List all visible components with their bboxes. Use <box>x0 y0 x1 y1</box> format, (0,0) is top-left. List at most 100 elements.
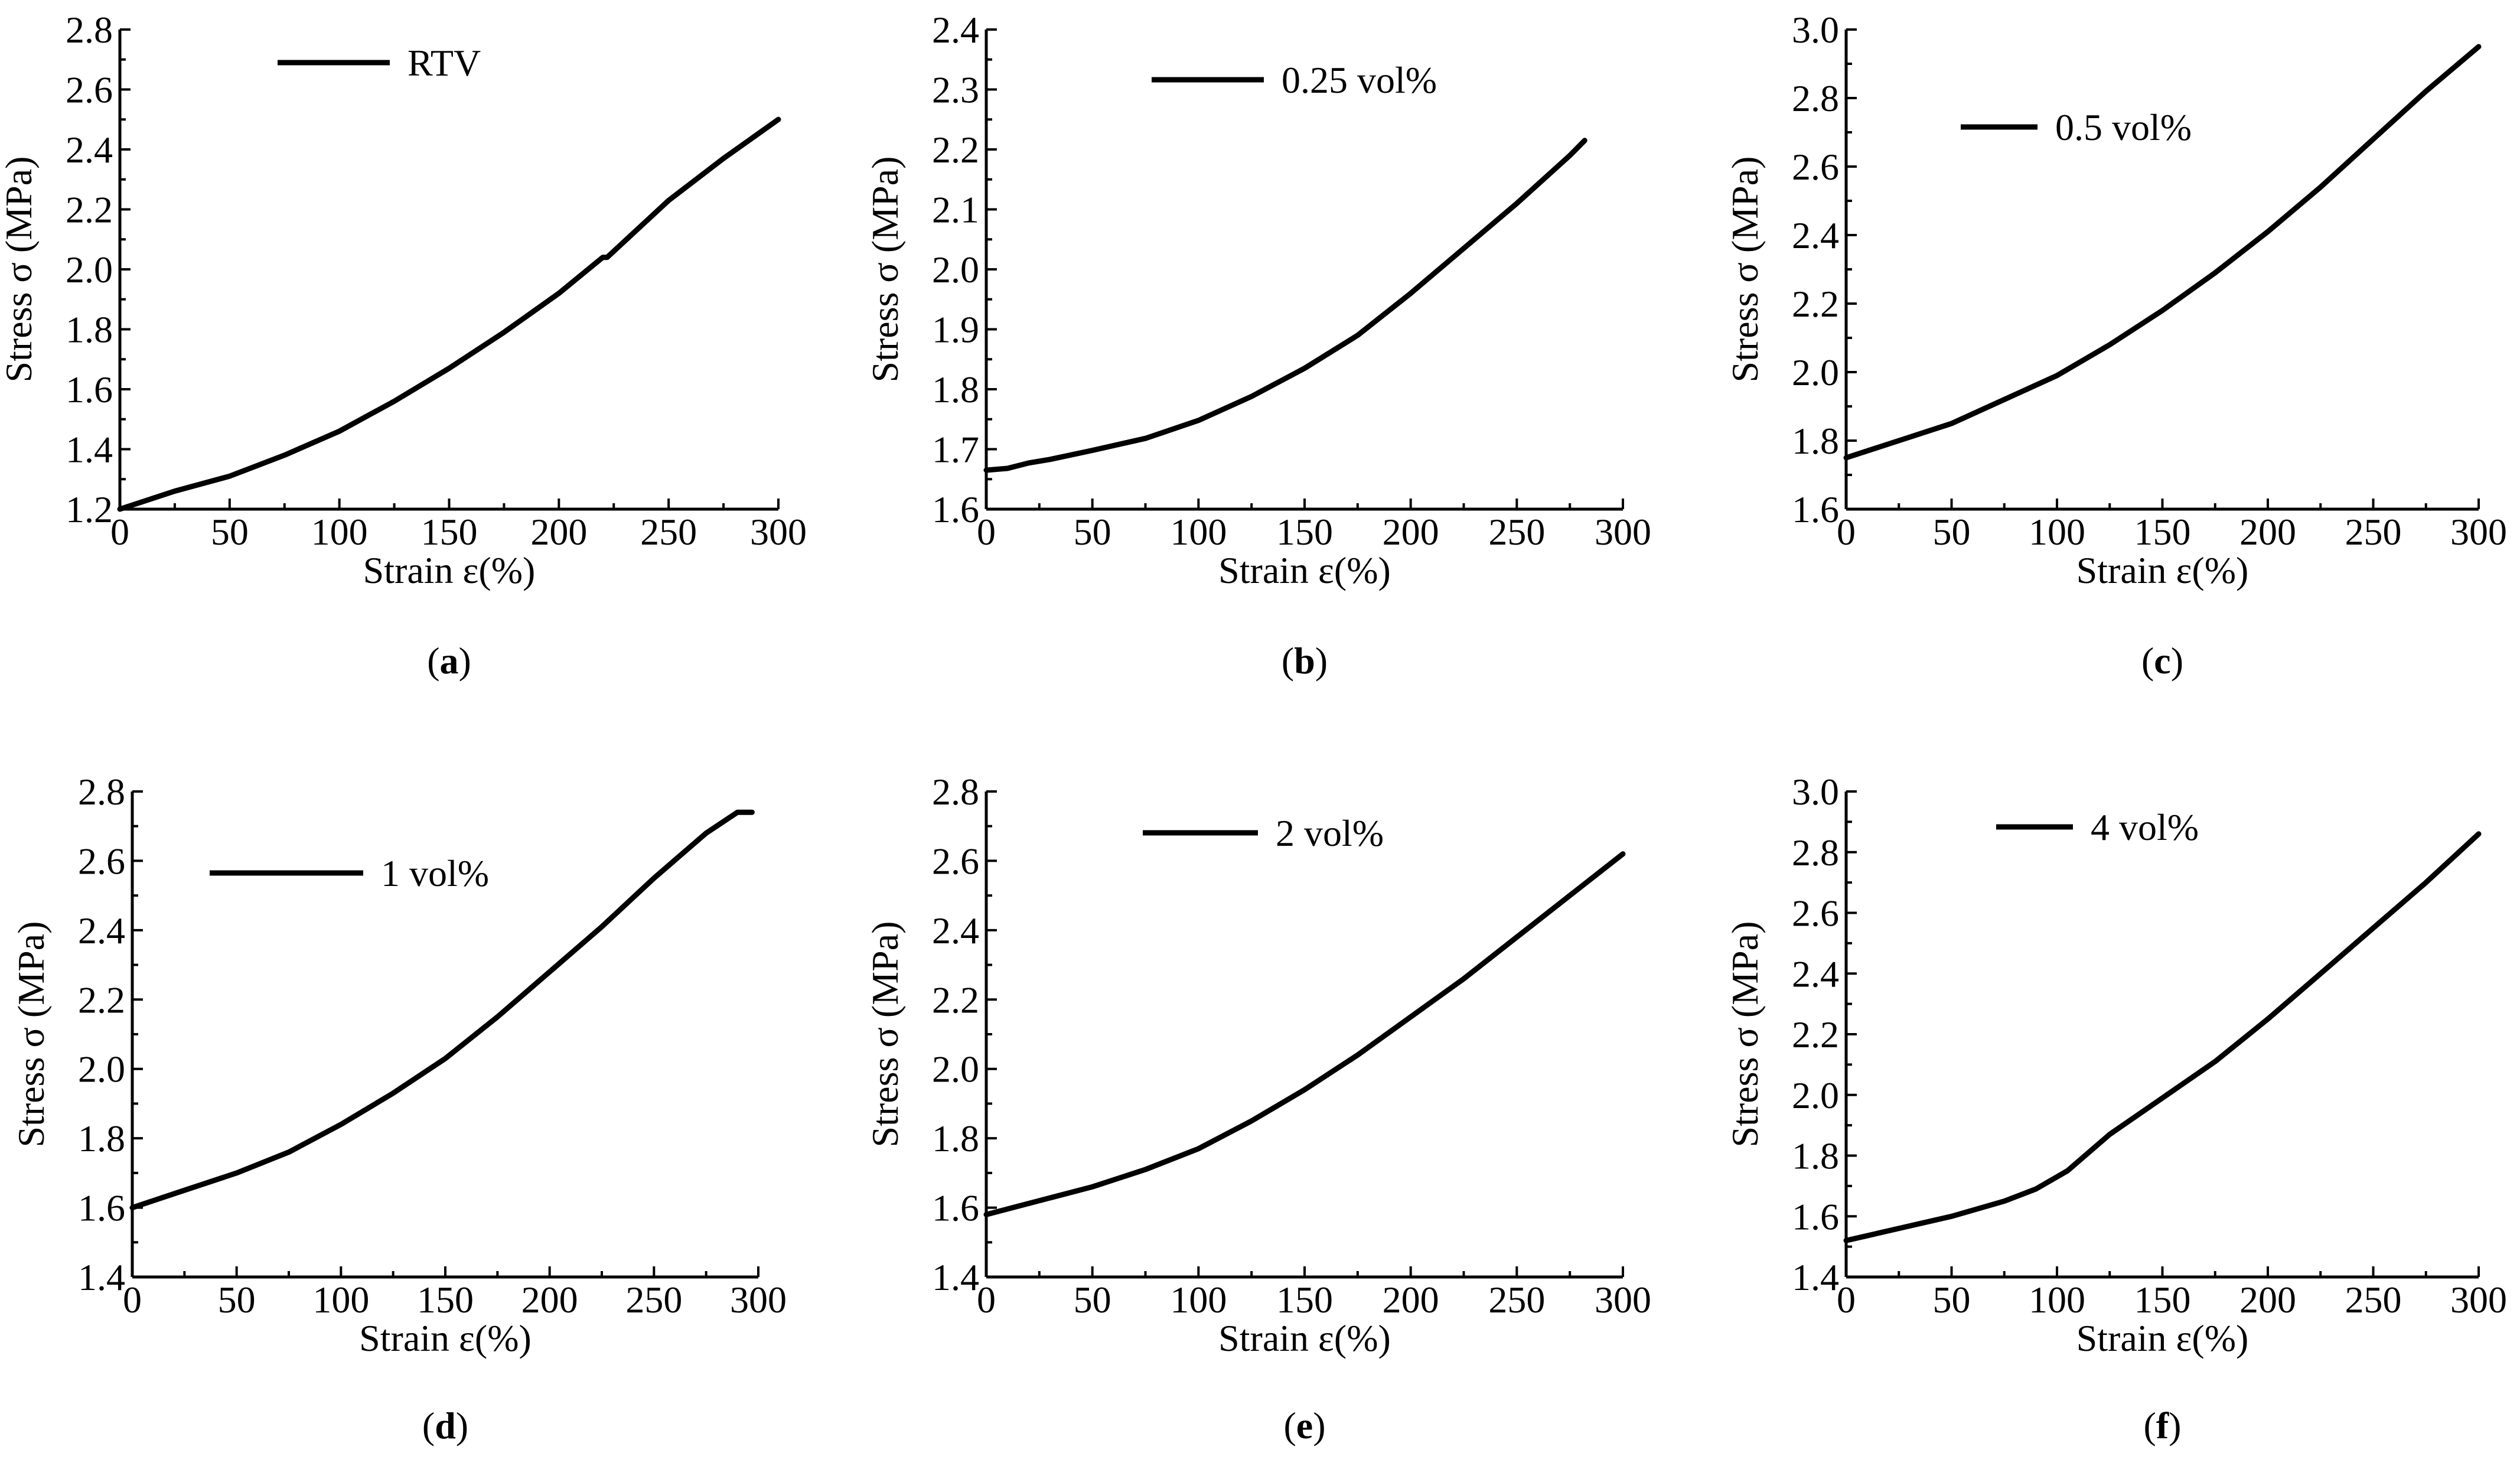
x-tick-label: 250 <box>2345 1279 2402 1321</box>
x-tick-label: 50 <box>1933 511 1971 553</box>
y-tick-label: 2.8 <box>78 771 125 813</box>
x-tick-label: 300 <box>2450 1279 2507 1321</box>
data-point <box>1005 465 1010 471</box>
data-point <box>1621 851 1625 856</box>
x-tick-label: 250 <box>625 1279 682 1321</box>
x-tick-label: 100 <box>2029 511 2085 553</box>
data-point <box>1090 1184 1095 1190</box>
data-point <box>118 507 122 512</box>
data-point <box>1461 976 1466 982</box>
panel-caption: (a) <box>427 640 471 682</box>
data-point <box>1249 1118 1254 1123</box>
y-tick-label: 1.8 <box>66 309 113 351</box>
x-tick-label: 200 <box>2239 1279 2296 1321</box>
data-point <box>1514 201 1520 206</box>
y-tick-label: 2.8 <box>1792 77 1839 119</box>
x-tick-label: 50 <box>218 1279 256 1321</box>
y-tick-label: 1.8 <box>932 1118 979 1159</box>
data-point <box>286 1149 291 1155</box>
x-tick-label: 300 <box>730 1279 787 1321</box>
data-point <box>1896 438 1902 443</box>
series-line <box>129 809 755 1211</box>
y-tick-label: 1.6 <box>66 369 113 411</box>
data-point <box>2107 342 2113 347</box>
data-point <box>1143 1167 1148 1172</box>
data-point <box>1249 394 1254 399</box>
y-tick-label: 1.6 <box>1792 488 1839 530</box>
data-point <box>2371 926 2376 931</box>
x-tick-label: 0 <box>977 1279 996 1321</box>
legend-label: RTV <box>407 42 481 84</box>
y-tick-label: 2.0 <box>1792 351 1839 393</box>
x-tick-label: 150 <box>417 1279 474 1321</box>
chart-panel-b: 0 50 100 150 200 250 300 1.6 1.7 1.8 1.9 2.0 2.1 2.2 2… <box>864 9 1651 682</box>
x-tick-label: 250 <box>2345 511 2402 553</box>
x-tick-label: 300 <box>1595 1279 1651 1321</box>
x-axis-title: Strain ε(%) <box>363 549 536 591</box>
data-point <box>2160 308 2165 313</box>
data-point <box>1047 457 1052 462</box>
data-point <box>556 291 562 296</box>
data-point <box>1196 1146 1201 1151</box>
data-point <box>1408 1014 1413 1019</box>
x-tick-label: 100 <box>311 511 368 553</box>
x-tick-label: 150 <box>421 511 478 553</box>
y-tick-label: 2.6 <box>1792 892 1839 934</box>
y-tick-label: 2.4 <box>66 129 113 171</box>
y-tick-label: 2.0 <box>78 1048 125 1090</box>
data-point <box>605 255 610 260</box>
data-point <box>1143 436 1148 441</box>
x-tick-label: 300 <box>750 511 807 553</box>
data-point <box>547 969 552 975</box>
data-point <box>1461 246 1466 251</box>
x-tick-label: 100 <box>312 1279 369 1321</box>
chart-panel-d: 0 50 100 150 200 250 300 1.4 1.6 1.8 2.0 2.2 2.4 2.6 2… <box>10 771 787 1447</box>
data-point <box>337 429 342 434</box>
data-point <box>2476 831 2481 836</box>
data-point <box>2423 89 2428 94</box>
data-point <box>495 1014 500 1019</box>
data-point <box>1355 333 1360 338</box>
x-tick-label: 250 <box>640 511 697 553</box>
y-tick-label: 1.6 <box>78 1187 125 1229</box>
y-tick-label: 1.8 <box>932 369 979 411</box>
data-point <box>227 474 232 479</box>
y-tick-label: 1.8 <box>78 1118 125 1159</box>
x-tick-label: 50 <box>1074 1279 1111 1321</box>
x-tick-label: 150 <box>1276 511 1333 553</box>
x-tick-label: 200 <box>2239 511 2296 553</box>
data-point <box>2423 880 2428 885</box>
panel-caption: (b) <box>1282 640 1328 682</box>
data-point <box>390 1090 396 1096</box>
panel-caption: (c) <box>2141 640 2183 682</box>
x-tick-label: 100 <box>2029 1279 2085 1321</box>
data-point <box>1036 1198 1042 1203</box>
data-point <box>599 924 604 929</box>
y-tick-label: 2.2 <box>932 979 979 1021</box>
data-point <box>2107 1132 2113 1137</box>
y-axis-title: Stress σ (MPa) <box>864 921 906 1148</box>
y-tick-label: 2.2 <box>1792 283 1839 325</box>
y-tick-label: 2.0 <box>932 249 979 291</box>
y-axis-title: Stress σ (MPa) <box>864 157 906 383</box>
panel-caption: (e) <box>1283 1405 1325 1447</box>
data-point <box>1582 138 1587 143</box>
data-point <box>501 330 507 335</box>
legend-label: 0.25 vol% <box>1282 59 1437 101</box>
y-tick-label: 1.4 <box>66 429 113 471</box>
x-tick-label: 200 <box>521 1279 578 1321</box>
data-point <box>984 1212 989 1217</box>
x-tick-label: 150 <box>1276 1279 1333 1321</box>
data-point <box>651 875 657 881</box>
data-point <box>130 1205 135 1210</box>
y-tick-label: 2.2 <box>932 129 979 171</box>
panel-caption: (d) <box>422 1405 468 1447</box>
x-tick-label: 0 <box>1837 511 1856 553</box>
y-tick-label: 1.6 <box>1792 1195 1839 1237</box>
y-axis-title: Stress σ (MPa) <box>1724 921 1766 1148</box>
x-tick-label: 50 <box>1933 1279 1971 1321</box>
y-tick-label: 1.4 <box>932 1256 979 1298</box>
series-line <box>1843 831 2482 1243</box>
y-tick-label: 2.2 <box>78 979 125 1021</box>
